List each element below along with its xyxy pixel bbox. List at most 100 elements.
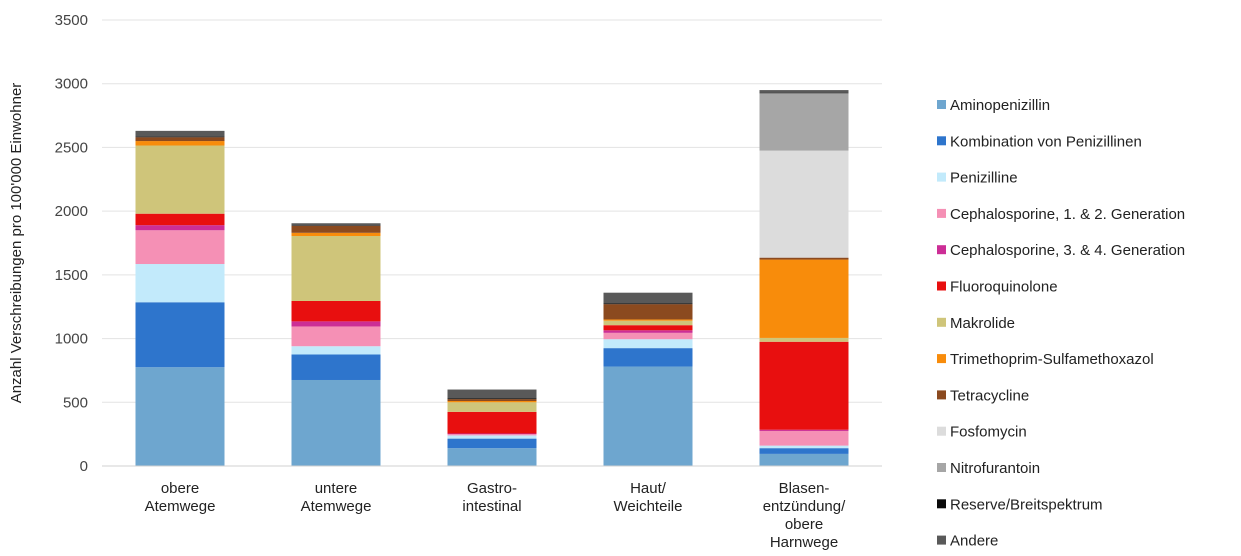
bar-segment (135, 264, 225, 303)
y-axis-ticks: 0 500 1000 1500 2000 2500 3000 3500 (55, 12, 88, 475)
legend-swatch (937, 281, 946, 291)
bar-segment (759, 430, 849, 446)
bar-segment (135, 137, 225, 142)
bar-segment (447, 401, 537, 403)
bar-segment (447, 434, 537, 436)
bar-segment (135, 145, 225, 214)
y-tick-label: 1500 (55, 267, 88, 284)
legend-swatch (937, 390, 946, 400)
bar-segment (447, 398, 537, 400)
bar-segment (759, 150, 849, 258)
legend-swatch (937, 354, 946, 364)
legend-label: Fluoroquinolone (950, 279, 1058, 296)
bar-segment (603, 330, 693, 333)
legend-label: Penizilline (950, 170, 1018, 187)
bar-segment (291, 225, 381, 233)
bar-segment (759, 341, 849, 430)
legend-swatch (937, 463, 946, 472)
legend-label: Fosfomycin (950, 424, 1027, 441)
legend-label: Aminopenizillin (950, 97, 1050, 114)
y-tick-label: 2500 (55, 139, 88, 156)
bar-segment (291, 223, 381, 226)
bar-segment (603, 325, 693, 331)
legend-swatch (937, 136, 946, 146)
gridlines (102, 19, 882, 403)
bar-segment (603, 319, 693, 321)
legend-label: Trimethoprim-Sulfamethoxazol (950, 351, 1154, 368)
bar-segment (759, 259, 849, 338)
bars (135, 90, 849, 466)
x-category-label: Haut/Weichteile (614, 480, 683, 515)
bar-segment (759, 93, 849, 151)
bar-segment (291, 232, 381, 236)
bar-segment (759, 257, 849, 260)
legend-label: Nitrofurantoin (950, 460, 1040, 477)
y-tick-label: 0 (80, 458, 88, 475)
bar-segment (603, 332, 693, 340)
bar-segment (603, 320, 693, 326)
y-tick-label: 3500 (55, 12, 88, 29)
bar-segment (603, 366, 693, 466)
bar-segment (447, 411, 537, 434)
bar-segment (759, 337, 849, 342)
legend-label: Cephalosporine, 3. & 4. Generation (950, 242, 1185, 259)
bar-segment (447, 399, 537, 402)
bar-segment (603, 292, 693, 304)
legend-swatch (937, 317, 946, 327)
legend-swatch (937, 100, 946, 109)
bar-segment (603, 304, 693, 320)
legend-swatch (937, 245, 946, 255)
y-tick-label: 1000 (55, 331, 88, 348)
legend-swatch (937, 208, 946, 218)
bar-segment (759, 429, 849, 431)
bar-segment (759, 448, 849, 454)
bar-segment (447, 448, 537, 466)
y-tick-label: 500 (63, 394, 88, 411)
x-category-label: obere Atemwege (145, 480, 216, 515)
y-tick-label: 3000 (55, 76, 88, 93)
legend-swatch (937, 499, 946, 509)
bar-segment (447, 438, 537, 449)
bar-segment (291, 225, 381, 226)
bar-segment (447, 389, 537, 399)
bar-segment (603, 303, 693, 305)
x-category-label: untere Atemwege (301, 480, 372, 515)
bar-segment (135, 367, 225, 466)
legend-label: Kombination von Penizillinen (950, 133, 1142, 150)
legend-swatch (937, 535, 946, 545)
bar-segment (759, 92, 849, 94)
bar-segment (291, 300, 381, 322)
legend: Aminopenizillin Kombination von Penizilli… (937, 97, 1185, 550)
bar-segment (135, 136, 225, 138)
bar-segment (291, 235, 381, 301)
legend-label: Reserve/Breitspektrum (950, 496, 1103, 513)
legend-label: Tetracycline (950, 387, 1029, 404)
bar-segment (291, 354, 381, 380)
legend-swatch (937, 426, 946, 436)
legend-label: Cephalosporine, 1. & 2. Generation (950, 206, 1185, 223)
bar-segment (135, 130, 225, 137)
bar-segment (135, 141, 225, 146)
legend-swatch (937, 172, 946, 182)
bar-segment (291, 326, 381, 347)
bar-segment (291, 321, 381, 327)
bar-segment (291, 346, 381, 355)
bar-segment (135, 230, 225, 265)
x-axis-categories: obere Atemwege untere Atemwege Gastro-intest… (145, 480, 847, 551)
x-category-label: Gastro-intestinal (462, 480, 521, 515)
bar-segment (603, 348, 693, 367)
bar-segment (759, 445, 849, 449)
bar-segment (447, 433, 537, 435)
y-axis-label: Anzahl Verschreibungen pro 100'000 Einwo… (8, 83, 25, 404)
y-tick-label: 2000 (55, 203, 88, 220)
bar-segment (759, 90, 849, 93)
bar-segment (135, 225, 225, 231)
bar-segment (603, 339, 693, 349)
bar-segment (291, 379, 381, 466)
bar-segment (447, 435, 537, 439)
legend-label: Makrolide (950, 315, 1015, 332)
x-category-label: Blasen-entzündung/obere Harnwege (763, 480, 846, 551)
bar-segment (759, 453, 849, 466)
bar-segment (135, 302, 225, 368)
